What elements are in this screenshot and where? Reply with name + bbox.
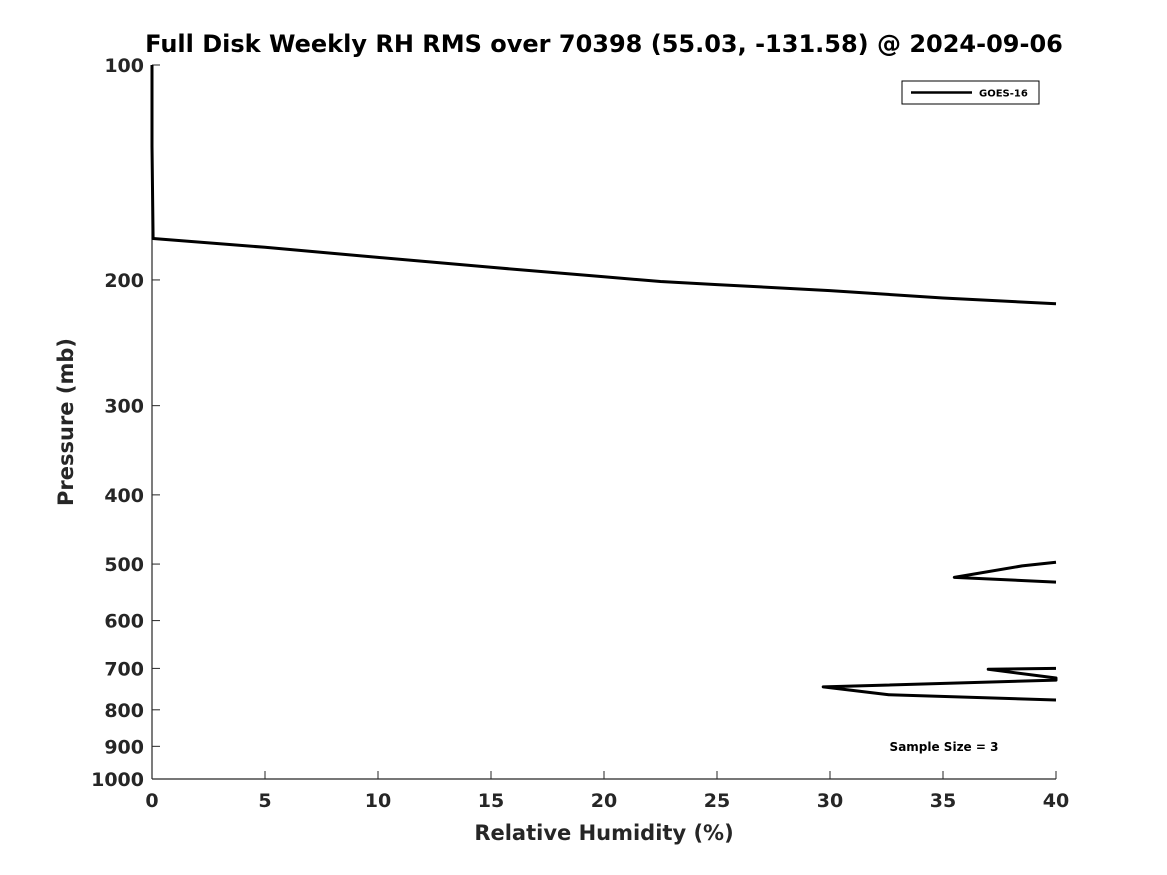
series-goes-16-segment-2 xyxy=(952,560,1057,584)
plot-lines xyxy=(150,65,1058,702)
y-tick-label: 700 xyxy=(104,658,144,680)
series-goes-16-segment-1 xyxy=(150,65,1057,306)
sample-size-annotation: Sample Size = 3 xyxy=(890,740,999,754)
x-tick-label: 10 xyxy=(365,790,391,812)
legend: GOES-16 xyxy=(901,80,1040,105)
x-tick-label: 0 xyxy=(145,790,158,812)
y-tick-label: 300 xyxy=(104,396,144,418)
x-tick-label: 15 xyxy=(478,790,504,812)
x-tick-label: 20 xyxy=(591,790,617,812)
x-axis-label: Relative Humidity (%) xyxy=(474,821,733,845)
legend-label-goes-16: GOES-16 xyxy=(979,89,1028,100)
x-tick-label: 40 xyxy=(1043,790,1069,812)
chart-title: Full Disk Weekly RH RMS over 70398 (55.0… xyxy=(145,30,1063,58)
axes: 0 5 10 15 20 25 30 35 40 100 200 300 400 500 600 700 800… xyxy=(91,55,1069,812)
y-tick-label: 200 xyxy=(104,270,144,292)
y-axis-label: Pressure (mb) xyxy=(54,338,78,506)
x-tick-label: 25 xyxy=(704,790,730,812)
y-tick-label: 800 xyxy=(104,700,144,722)
y-tick-label: 600 xyxy=(104,611,144,633)
x-tick-label: 35 xyxy=(930,790,956,812)
x-tick-label: 30 xyxy=(817,790,843,812)
y-tick-label: 900 xyxy=(104,736,144,758)
y-tick-label: 1000 xyxy=(91,769,144,791)
y-tick-label: 500 xyxy=(104,554,144,576)
series-goes-16-segment-3 xyxy=(821,666,1058,702)
y-tick-label: 100 xyxy=(104,55,144,77)
x-tick-label: 5 xyxy=(258,790,271,812)
y-tick-label: 400 xyxy=(104,485,144,507)
